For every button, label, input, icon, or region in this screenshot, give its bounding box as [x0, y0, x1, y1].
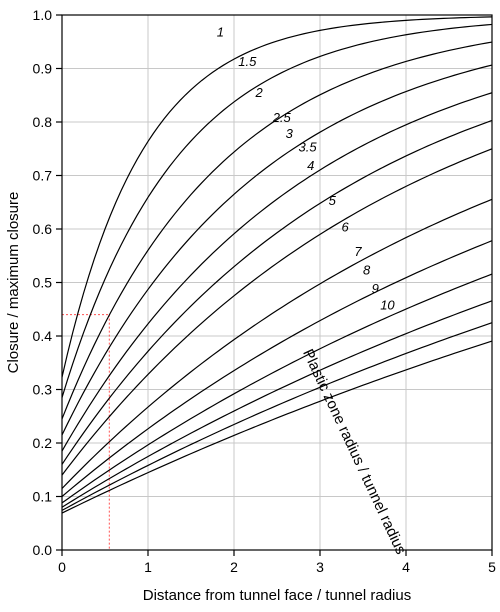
y-axis-title: Closure / maximum closure: [5, 192, 22, 374]
chart-svg: 0 1 2 3 4 5 0.0 0.1 0.2 0.3 0.4 0.5 0.6 0.7 0.8 0.9 1.0 1…: [0, 0, 500, 612]
y-tick-label: 0.9: [33, 61, 53, 77]
series-label: 10: [380, 297, 395, 312]
x-tick-label: 4: [402, 559, 410, 575]
series-label: 3: [286, 126, 294, 141]
y-tick-label: 0.2: [33, 435, 53, 451]
chart-bg: [0, 0, 500, 612]
series-label: 3.5: [299, 139, 318, 154]
y-tick-label: 0.4: [33, 328, 53, 344]
y-tick-label: 0.7: [33, 168, 53, 184]
chart-container: 0 1 2 3 4 5 0.0 0.1 0.2 0.3 0.4 0.5 0.6 0.7 0.8 0.9 1.0 1…: [0, 0, 500, 612]
y-tick-label: 0.5: [33, 275, 53, 291]
y-tick-label: 0.6: [33, 221, 53, 237]
series-label: 6: [342, 220, 350, 235]
series-label: 1.5: [238, 54, 257, 69]
series-label: 2.5: [272, 110, 292, 125]
x-tick-label: 1: [144, 559, 152, 575]
x-axis-title: Distance from tunnel face / tunnel radiu…: [143, 587, 411, 604]
x-tick-label: 5: [488, 559, 496, 575]
y-tick-label: 0.3: [33, 382, 53, 398]
x-tick-label: 0: [58, 559, 66, 575]
series-label: 1: [217, 24, 224, 39]
y-tick-label: 0.0: [33, 542, 53, 558]
series-label: 8: [363, 262, 371, 277]
y-tick-label: 1.0: [33, 7, 53, 23]
series-label: 7: [354, 244, 362, 259]
series-label: 9: [372, 281, 379, 296]
series-label: 4: [307, 158, 314, 173]
series-label: 5: [329, 193, 337, 208]
x-tick-label: 2: [230, 559, 238, 575]
y-tick-label: 0.8: [33, 114, 53, 130]
y-tick-label: 0.1: [33, 489, 53, 505]
x-tick-label: 3: [316, 559, 324, 575]
series-label: 2: [255, 85, 264, 100]
